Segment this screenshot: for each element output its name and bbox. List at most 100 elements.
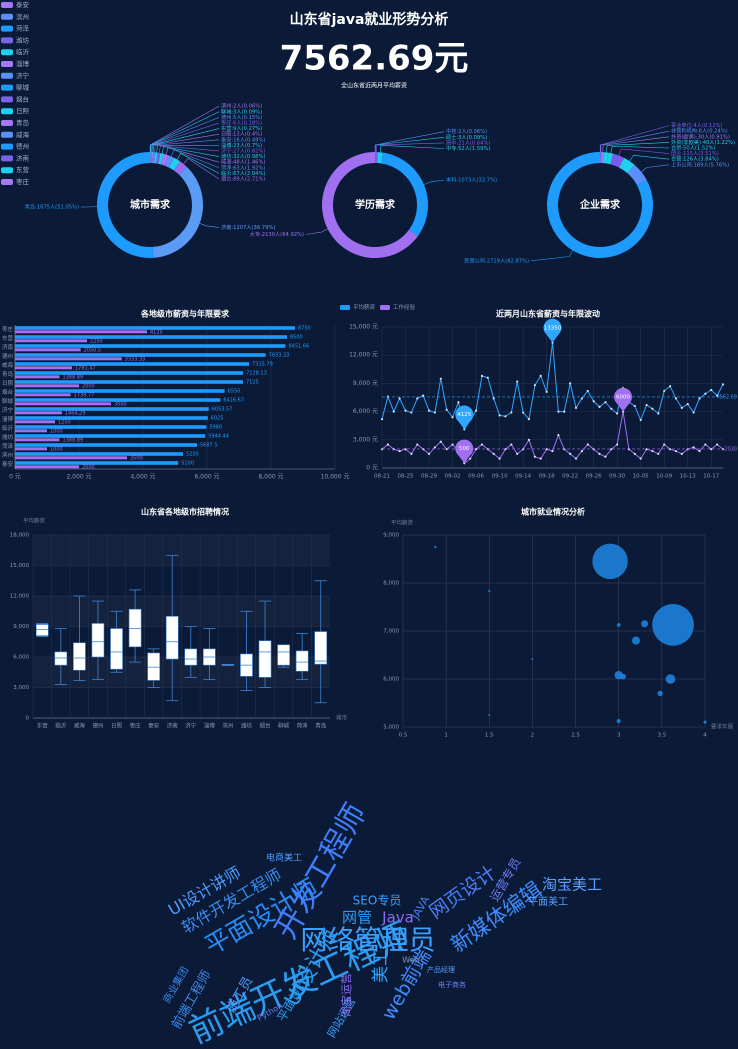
legend-label: 济宁 bbox=[16, 71, 30, 80]
donut-slice bbox=[164, 155, 175, 168]
bar bbox=[15, 366, 73, 370]
x-tick-label: 济宁 bbox=[185, 722, 197, 730]
y-tick-label: 东营 bbox=[2, 334, 14, 342]
slice-label: 济宁:27人(0.82%) bbox=[221, 146, 265, 154]
slice-label: 菏泽:63人(1.92%) bbox=[221, 163, 265, 171]
x-tick-label: 青岛 bbox=[315, 722, 327, 730]
bubble bbox=[620, 673, 626, 680]
y-tick-label: 德州 bbox=[2, 352, 13, 360]
line-point bbox=[551, 449, 554, 453]
x-tick-label: 3.5 bbox=[657, 733, 666, 739]
line-point bbox=[480, 443, 484, 446]
bar-value-label: 6025 bbox=[211, 416, 224, 422]
line-point bbox=[639, 457, 642, 460]
y-tick-label: 0 bbox=[26, 716, 30, 722]
leader-line bbox=[629, 154, 670, 162]
bar-value-label: 1000 bbox=[50, 446, 63, 452]
legend-swatch bbox=[1, 131, 13, 138]
x-tick-label: 东营 bbox=[37, 722, 49, 730]
line-point bbox=[457, 401, 460, 404]
legend-swatch bbox=[1, 96, 13, 103]
line-point bbox=[486, 376, 489, 379]
x-tick-label: 枣庄 bbox=[130, 722, 142, 730]
bar-value-label: 1739.77 bbox=[74, 392, 95, 398]
y-tick-label: 6,000 bbox=[383, 677, 399, 683]
line-point bbox=[674, 397, 678, 400]
slice-label: 合资:50人(1.52%) bbox=[671, 144, 715, 152]
line-point bbox=[680, 406, 683, 409]
y-tick-label: 滨州 bbox=[2, 451, 13, 459]
legend-swatch bbox=[1, 120, 13, 126]
line-point bbox=[663, 443, 666, 446]
y-tick-label: 潍坊 bbox=[2, 433, 14, 441]
bar bbox=[15, 456, 127, 460]
line-point bbox=[604, 455, 607, 458]
slice-label: 大专:2130人(64.92%) bbox=[250, 230, 304, 238]
bar bbox=[15, 438, 60, 442]
line-point bbox=[580, 449, 583, 453]
line-point bbox=[516, 380, 519, 383]
bar bbox=[15, 339, 87, 343]
bar-value-label: 6053.57 bbox=[212, 407, 233, 413]
leader-line bbox=[150, 111, 220, 153]
donut-slice bbox=[152, 166, 204, 258]
bar-value-label: 7315.79 bbox=[252, 362, 273, 368]
bar bbox=[15, 452, 183, 456]
legend-swatch bbox=[1, 13, 13, 20]
y-tick-label: 3,000 bbox=[13, 685, 29, 691]
legend-swatch bbox=[1, 155, 13, 162]
bar bbox=[15, 447, 47, 451]
legend-swatch bbox=[340, 305, 350, 310]
x-tick-label: 4 bbox=[703, 733, 707, 739]
donut-slice bbox=[600, 152, 605, 164]
donut-slice bbox=[381, 152, 428, 237]
line-point bbox=[527, 418, 531, 421]
bubble bbox=[641, 620, 649, 628]
line-point bbox=[586, 443, 589, 446]
donut-slice bbox=[603, 152, 609, 164]
headline-subtitle: 全山东省近两月平均薪资 bbox=[341, 82, 407, 90]
legend-label: 潍坊 bbox=[16, 35, 30, 44]
y-tick-label: 18,000 bbox=[10, 533, 30, 539]
bubble bbox=[657, 690, 663, 697]
pin-marker bbox=[543, 318, 562, 343]
bar-value-label: 6550 bbox=[228, 389, 241, 395]
y-tick-label: 9,000 bbox=[13, 624, 29, 630]
line-point bbox=[404, 409, 407, 412]
leader-line bbox=[600, 130, 670, 153]
line-point bbox=[616, 412, 619, 415]
donut-slice bbox=[375, 152, 378, 164]
line-point bbox=[427, 409, 431, 412]
slice-label: 济南:1207人(36.79%) bbox=[221, 223, 275, 231]
x-tick-label: 10-05 bbox=[633, 474, 649, 480]
box bbox=[54, 651, 68, 666]
x-tick-label: 08-25 bbox=[398, 474, 414, 480]
pin-marker bbox=[455, 439, 474, 464]
donut-slice bbox=[97, 152, 154, 258]
word: 产品经理 bbox=[427, 965, 455, 974]
line-point bbox=[451, 416, 454, 419]
bar-value-label: 3000 bbox=[114, 401, 127, 407]
bar-value-label: 5944.44 bbox=[208, 434, 229, 440]
leader-line bbox=[165, 147, 220, 163]
leader-line bbox=[618, 148, 670, 156]
line-point bbox=[721, 383, 725, 386]
x-tick-label: 09-18 bbox=[539, 474, 555, 480]
line-point bbox=[633, 404, 636, 408]
donut-slice bbox=[173, 161, 187, 175]
word: 平面美工 bbox=[528, 895, 568, 908]
leader-line bbox=[151, 122, 220, 153]
headline-value: 7562.69元 bbox=[280, 39, 469, 79]
box bbox=[165, 616, 179, 660]
slice-label: 外资(欧美):30人(0.91%) bbox=[671, 132, 730, 140]
line-point bbox=[621, 410, 625, 413]
bar bbox=[15, 389, 225, 393]
line-point bbox=[510, 411, 513, 414]
y-tick-label: 日照 bbox=[2, 380, 14, 387]
x-axis-label: 城市 bbox=[336, 714, 348, 722]
leader-line bbox=[199, 223, 220, 228]
legend-swatch bbox=[1, 2, 13, 8]
donut-slice bbox=[600, 152, 602, 164]
line-point bbox=[698, 449, 701, 453]
legend-label: 聊城 bbox=[16, 83, 30, 92]
